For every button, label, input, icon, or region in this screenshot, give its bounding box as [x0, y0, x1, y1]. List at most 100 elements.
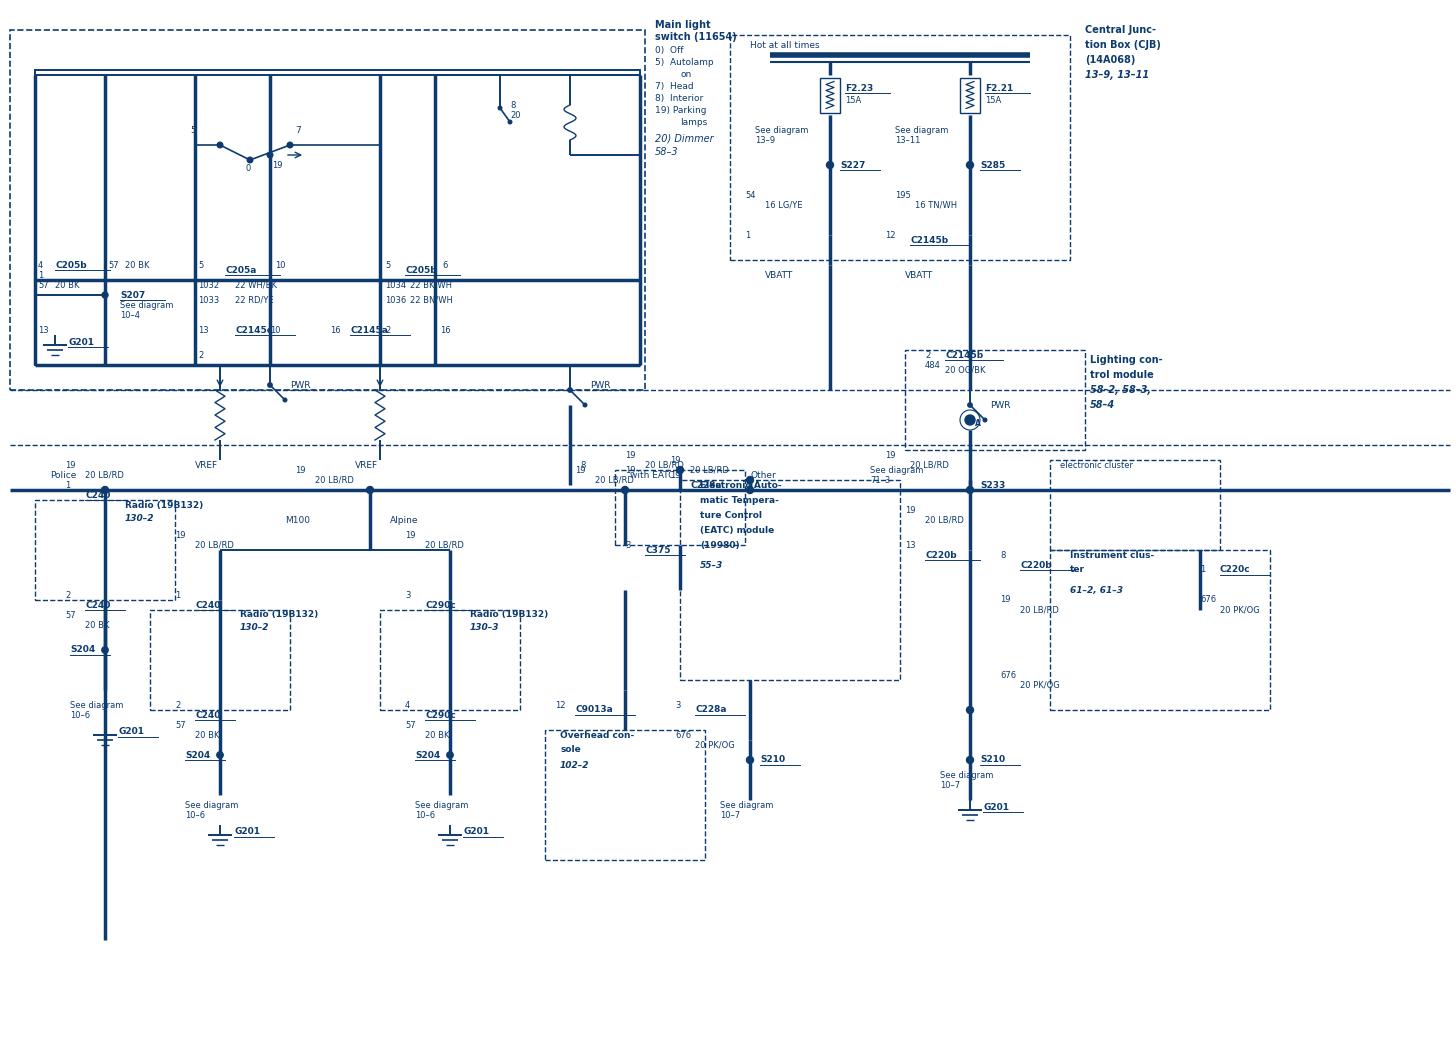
Text: 0)  Off: 0) Off: [655, 46, 683, 54]
Text: switch (11654): switch (11654): [655, 32, 737, 42]
Circle shape: [508, 121, 513, 124]
Text: C220b: C220b: [1021, 561, 1051, 570]
Text: (19980): (19980): [700, 541, 740, 549]
Text: C290c: C290c: [425, 600, 456, 609]
Text: (EATC) module: (EATC) module: [700, 525, 775, 535]
Text: C205b: C205b: [55, 260, 86, 269]
Text: 19: 19: [625, 450, 635, 460]
Text: 10–7: 10–7: [941, 780, 960, 789]
Text: matic Tempera-: matic Tempera-: [700, 495, 779, 504]
Text: See diagram: See diagram: [721, 801, 773, 809]
Text: 20 PK/OG: 20 PK/OG: [695, 740, 735, 750]
Circle shape: [102, 487, 109, 494]
Text: 19: 19: [1000, 596, 1010, 604]
Text: 13: 13: [198, 326, 208, 335]
Text: F2.21: F2.21: [986, 83, 1013, 93]
Text: S210: S210: [760, 755, 785, 764]
Text: M100: M100: [285, 516, 310, 524]
Text: on: on: [680, 70, 692, 78]
Text: C240: C240: [84, 600, 111, 609]
Text: with EATC: with EATC: [630, 470, 674, 479]
Text: 5: 5: [198, 260, 204, 269]
Bar: [960, 78, 980, 112]
Text: 3: 3: [405, 591, 411, 599]
Text: 1032: 1032: [198, 281, 218, 289]
Bar: [545, 730, 705, 860]
Text: 0: 0: [245, 163, 250, 173]
Text: 10–6: 10–6: [70, 710, 90, 720]
Text: S210: S210: [980, 755, 1005, 764]
Text: PWR: PWR: [590, 381, 610, 390]
Circle shape: [248, 157, 253, 163]
Text: See diagram: See diagram: [119, 301, 173, 310]
Text: 19: 19: [66, 461, 76, 469]
Text: S227: S227: [840, 160, 865, 170]
Text: 10–7: 10–7: [721, 810, 740, 820]
Text: G201: G201: [118, 728, 144, 736]
Circle shape: [284, 398, 287, 401]
Text: lamps: lamps: [680, 118, 708, 127]
Text: Instrument clus-: Instrument clus-: [1070, 550, 1155, 560]
Text: PWR: PWR: [290, 381, 310, 390]
Circle shape: [983, 418, 987, 422]
Text: ter: ter: [1070, 566, 1085, 574]
Text: 20 PK/OG: 20 PK/OG: [1021, 680, 1060, 690]
Text: See diagram: See diagram: [756, 126, 808, 134]
Text: G201: G201: [234, 828, 261, 836]
Bar: [680, 480, 900, 680]
Text: tion Box (CJB): tion Box (CJB): [1085, 40, 1160, 50]
Circle shape: [967, 487, 974, 494]
Text: 10: 10: [275, 260, 285, 269]
Circle shape: [967, 706, 974, 713]
Text: 22 BK/WH: 22 BK/WH: [411, 281, 451, 289]
Text: 19: 19: [296, 466, 306, 474]
Text: 20 BK: 20 BK: [55, 281, 80, 289]
Text: 20 BK: 20 BK: [84, 621, 109, 629]
Text: 19: 19: [575, 466, 585, 474]
Circle shape: [967, 756, 974, 763]
Text: Radio (19B132): Radio (19B132): [470, 610, 549, 620]
Text: S233: S233: [980, 480, 1005, 490]
Text: See diagram: See diagram: [871, 466, 923, 474]
Text: 19: 19: [175, 530, 185, 540]
Text: C375: C375: [645, 546, 671, 554]
Text: Alpine: Alpine: [390, 516, 418, 524]
Text: Lighting con-: Lighting con-: [1091, 355, 1163, 365]
Bar: [35, 70, 641, 365]
Text: 58–2, 58–3,: 58–2, 58–3,: [1091, 385, 1152, 395]
Text: 20 LB/RD: 20 LB/RD: [925, 516, 964, 524]
Text: 22 BN/WH: 22 BN/WH: [411, 295, 453, 305]
Bar: [729, 35, 1070, 260]
Text: C2145a: C2145a: [349, 326, 387, 335]
Text: 16 TN/WH: 16 TN/WH: [914, 201, 957, 209]
Text: 19: 19: [625, 466, 635, 474]
Text: C9013a: C9013a: [575, 705, 613, 714]
Text: 55–3: 55–3: [700, 561, 724, 570]
Text: 20) Dimmer: 20) Dimmer: [655, 133, 713, 144]
Text: 19) Parking: 19) Parking: [655, 105, 706, 114]
Text: C290c: C290c: [425, 710, 456, 720]
Text: C205a: C205a: [226, 265, 256, 275]
Text: 19: 19: [405, 530, 415, 540]
Text: 4: 4: [38, 260, 44, 269]
Bar: [150, 610, 290, 710]
Circle shape: [102, 647, 108, 653]
Text: 1: 1: [38, 270, 44, 280]
Text: 58–3: 58–3: [655, 147, 678, 157]
Text: 20 LB/RD: 20 LB/RD: [195, 541, 234, 549]
Text: 195: 195: [895, 190, 911, 200]
Text: 1: 1: [745, 231, 750, 239]
Text: S204: S204: [185, 751, 210, 759]
Text: 10–4: 10–4: [119, 311, 140, 319]
Text: 6: 6: [443, 260, 447, 269]
Circle shape: [747, 756, 754, 763]
Bar: [1050, 460, 1220, 550]
Text: C205b: C205b: [405, 265, 437, 275]
Text: 19: 19: [272, 160, 282, 170]
Circle shape: [268, 383, 272, 387]
Text: 4: 4: [405, 701, 411, 709]
Text: C220c: C220c: [1220, 566, 1251, 574]
Circle shape: [447, 752, 453, 758]
Text: Central Junc-: Central Junc-: [1085, 25, 1156, 35]
Text: 57: 57: [108, 260, 118, 269]
